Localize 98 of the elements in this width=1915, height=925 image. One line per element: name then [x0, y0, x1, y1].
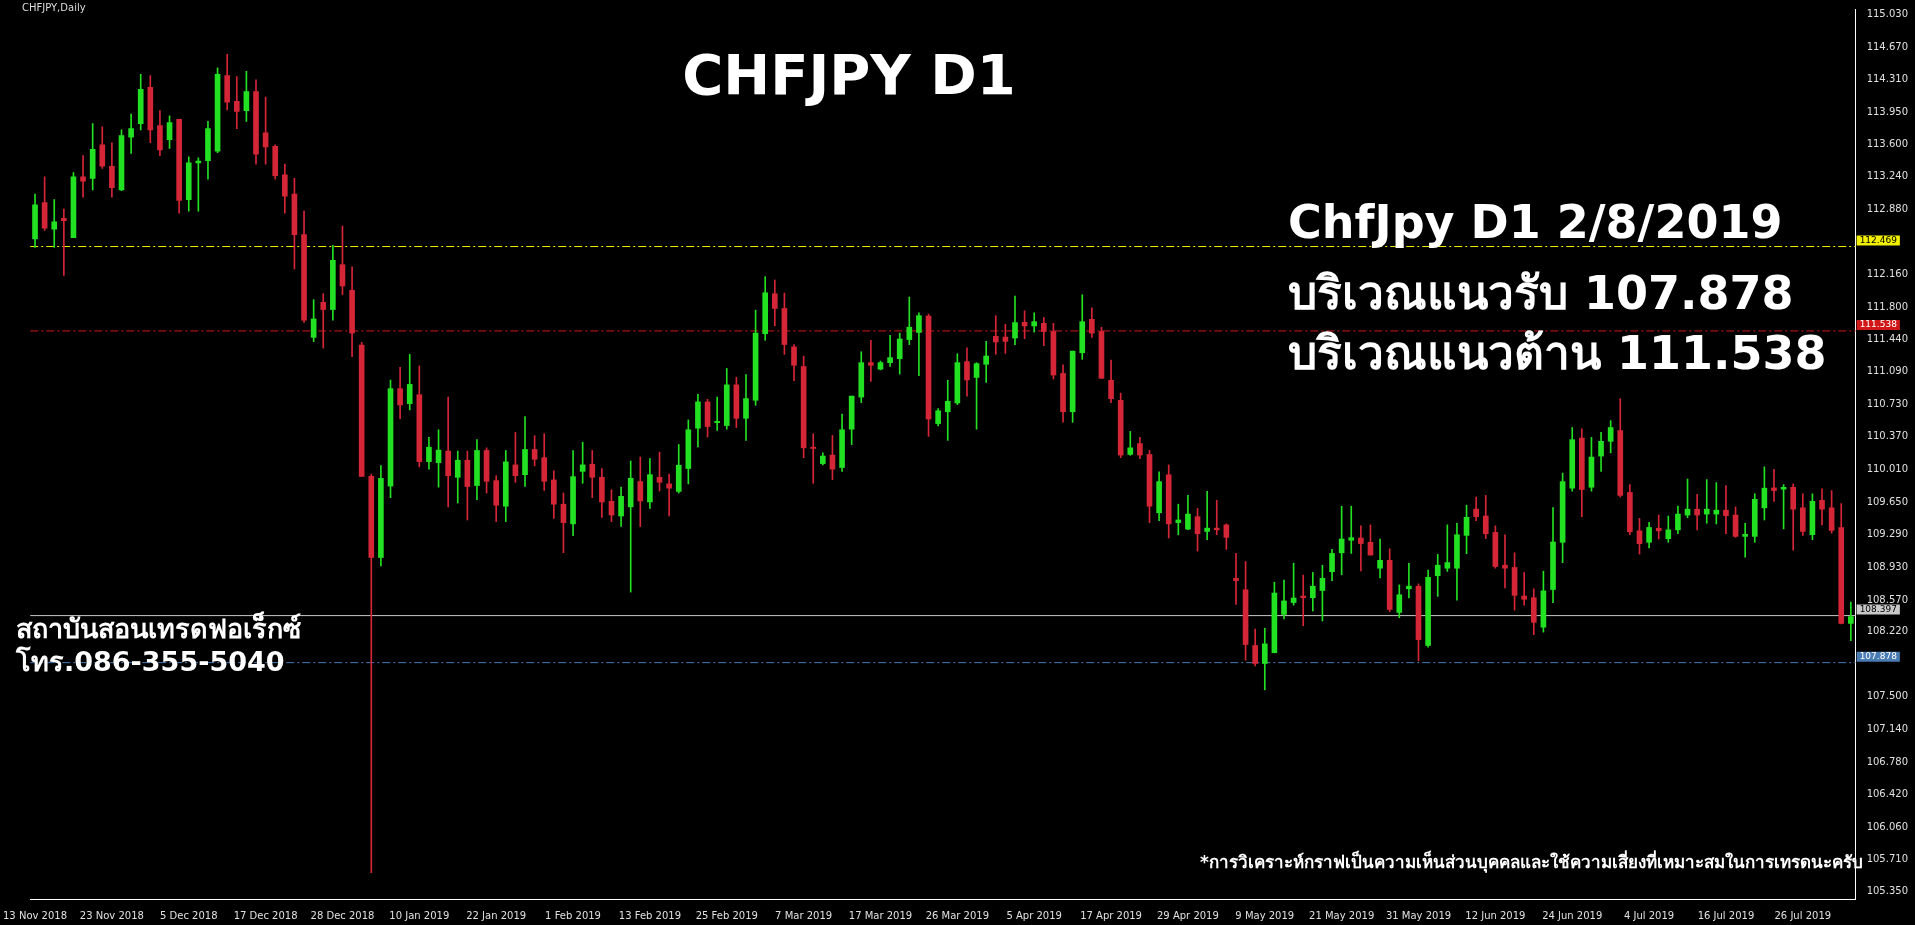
- y-tick-label: 110.730: [1866, 397, 1909, 409]
- y-tick-label: 106.780: [1866, 755, 1909, 767]
- x-tick-label: 5 Dec 2018: [159, 909, 218, 921]
- x-tick-label: 31 May 2019: [1385, 909, 1452, 921]
- x-tick-label: 4 Jul 2019: [1623, 909, 1675, 921]
- candlestick: [61, 208, 67, 276]
- candlestick: [810, 433, 817, 484]
- candlestick: [445, 396, 451, 508]
- x-tick-label: 13 Feb 2019: [618, 909, 682, 921]
- candlestick: [1348, 505, 1355, 554]
- x-tick-label: 10 Jan 2019: [389, 909, 450, 921]
- y-tick-label: 113.240: [1866, 170, 1909, 182]
- ref-line-label: 112.469: [1859, 234, 1898, 245]
- annotation: CHFJPY,Daily: [22, 2, 86, 13]
- y-tick-label: 106.420: [1866, 788, 1909, 800]
- y-tick-label: 111.090: [1866, 365, 1909, 377]
- x-tick-label: 23 Nov 2018: [79, 909, 144, 921]
- candlestick: [1502, 534, 1508, 589]
- y-tick-label: 112.160: [1866, 268, 1909, 280]
- x-tick-label: 16 Jul 2019: [1697, 909, 1755, 921]
- annotation: โทร.086-355-5040: [16, 646, 285, 677]
- annotation: สถาบันสอนเทรดฟอเร็กซ์: [16, 613, 301, 644]
- y-tick-label: 115.030: [1866, 8, 1909, 20]
- y-tick-label: 113.950: [1866, 105, 1909, 117]
- candlestick: [1213, 499, 1220, 536]
- candlestick: [868, 340, 874, 382]
- annotation: บริเวณแนวรับ 107.878: [1288, 266, 1794, 320]
- y-tick-label: 110.370: [1866, 430, 1909, 442]
- x-tick-label: 17 Mar 2019: [848, 909, 913, 921]
- candlestick: [1703, 479, 1710, 524]
- x-tick-label: 21 May 2019: [1309, 909, 1375, 921]
- candlestick: [1694, 494, 1700, 531]
- y-tick-label: 108.930: [1866, 560, 1909, 572]
- candlestick: [233, 76, 240, 129]
- candlestick: [983, 341, 989, 383]
- candlestick: [51, 199, 58, 248]
- x-tick-label: 17 Apr 2019: [1080, 909, 1142, 921]
- x-tick-label: 5 Apr 2019: [1006, 909, 1062, 921]
- x-tick-label: 7 Mar 2019: [775, 909, 833, 921]
- candlestick: [887, 335, 893, 367]
- x-tick-label: 24 Jun 2019: [1542, 909, 1603, 921]
- candlestick: [714, 396, 720, 431]
- candlestick: [1521, 572, 1528, 606]
- y-tick-label: 108.570: [1866, 593, 1909, 605]
- x-tick-label: 26 Mar 2019: [925, 909, 990, 921]
- candlestick: [1406, 562, 1412, 599]
- y-tick-label: 109.650: [1866, 495, 1909, 507]
- annotation: ChfJpy D1 2/8/2019: [1288, 195, 1783, 249]
- y-tick-label: 109.290: [1866, 528, 1909, 540]
- candlestick: [1300, 574, 1307, 627]
- x-tick-label: 28 Dec 2018: [310, 909, 375, 921]
- y-tick-label: 110.010: [1866, 463, 1909, 474]
- y-tick-label: 111.440: [1866, 333, 1909, 345]
- text: CHFJPY D1: [682, 42, 1016, 107]
- x-tick-label: 25 Feb 2019: [695, 909, 758, 921]
- x-tick-label: 12 Jun 2019: [1465, 909, 1526, 921]
- x-tick-label: 17 Dec 2018: [233, 909, 298, 921]
- candlestick: [80, 155, 86, 198]
- x-tick-label: 9 May 2019: [1235, 909, 1295, 921]
- candlestick: [1444, 524, 1451, 572]
- candlestick: [1434, 554, 1441, 597]
- x-tick-label: 26 Jul 2019: [1774, 909, 1832, 921]
- annotation: บริเวณแนวต้าน 111.538: [1288, 326, 1827, 380]
- y-tick-label: 113.600: [1866, 137, 1909, 149]
- ref-line-label: 108.397: [1859, 603, 1897, 614]
- candlestick: [1175, 503, 1182, 536]
- candlestick: [944, 379, 951, 441]
- candlestick: [1655, 514, 1662, 540]
- y-tick-label: 114.310: [1866, 73, 1909, 85]
- x-tick-label: 13 Nov 2018: [3, 909, 68, 921]
- y-tick-label: 105.710: [1866, 852, 1909, 864]
- y-tick-label: 112.880: [1866, 202, 1909, 214]
- candlestick: [1204, 491, 1210, 540]
- x-tick-label: 1 Feb 2019: [545, 909, 601, 921]
- candlestick: [1233, 553, 1239, 605]
- y-tick-label: 106.060: [1866, 820, 1909, 832]
- candlestick: [627, 460, 634, 593]
- candlestick: [1848, 601, 1854, 641]
- candlestick: [1771, 468, 1777, 502]
- candlestick: [1358, 525, 1364, 572]
- y-tick-label: 108.220: [1866, 625, 1909, 637]
- candlestick: [1723, 485, 1729, 535]
- candlestick: [1742, 522, 1748, 558]
- candlestick: [128, 113, 134, 154]
- ref-line-label: 107.878: [1859, 650, 1898, 661]
- y-tick-label: 107.140: [1866, 723, 1909, 735]
- y-tick-label: 107.500: [1866, 690, 1909, 702]
- candlestick: [368, 473, 375, 874]
- candlestick: [1031, 312, 1038, 333]
- candlestick: [992, 315, 999, 355]
- candlestick: [320, 293, 327, 349]
- y-tick-label: 114.670: [1866, 40, 1909, 52]
- y-tick-label: 111.800: [1866, 300, 1909, 312]
- y-tick-label: 105.350: [1866, 885, 1909, 897]
- x-tick-label: 29 Apr 2019: [1157, 909, 1219, 921]
- candlestick: [1377, 538, 1383, 579]
- x-tick-label: 22 Jan 2019: [466, 909, 527, 921]
- ref-line-label: 111.538: [1859, 319, 1898, 330]
